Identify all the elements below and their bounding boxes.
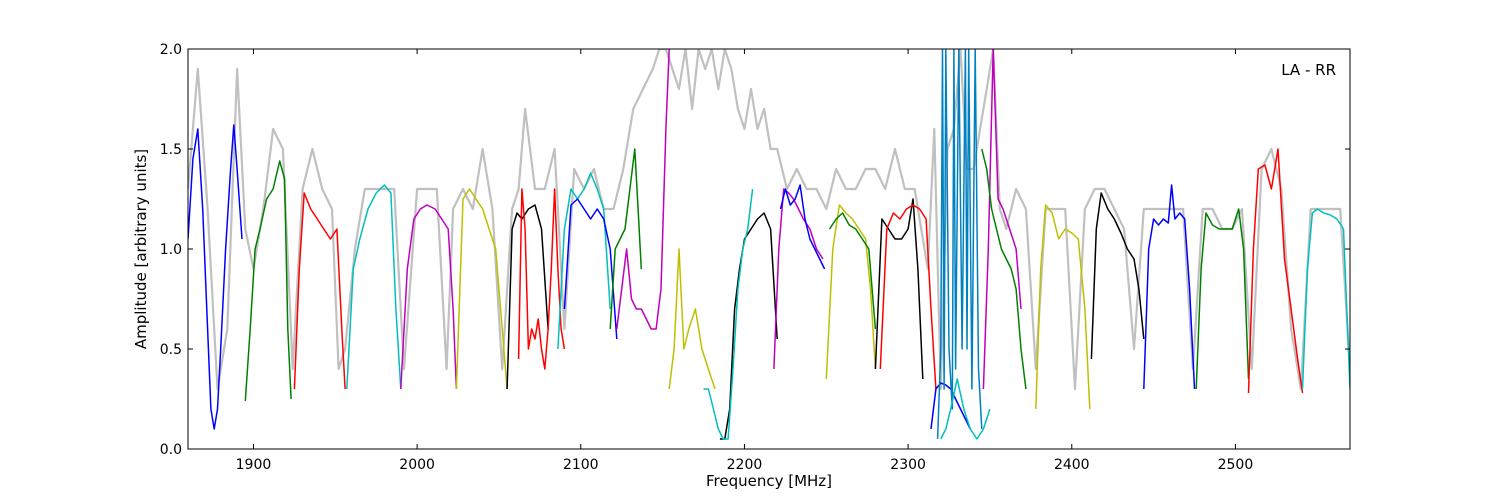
series-line-31: [1247, 148, 1304, 394]
series-line-30: [1195, 208, 1250, 390]
series-line-9: [557, 172, 611, 350]
series-line-5: [400, 204, 458, 390]
x-tick-label: 2200: [727, 457, 763, 473]
x-tick-label: 2300: [890, 457, 926, 473]
series-line-14: [719, 212, 778, 440]
series-line-8: [517, 188, 566, 370]
series-line-15: [703, 188, 754, 440]
y-tick-label: 1.5: [160, 142, 182, 158]
series-line-26: [981, 148, 1027, 390]
y-axis-label: Amplitude [arbitrary units]: [132, 149, 150, 349]
y-tick-label: 0.5: [160, 342, 182, 358]
series-line-7: [506, 204, 549, 390]
x-tick-label: 2000: [399, 457, 435, 473]
chart-annotation: LA - RR: [1281, 61, 1336, 79]
x-axis: 1900 2000 2100 2200 2300 2400 2500: [236, 49, 1254, 473]
series-line-25: [982, 49, 1022, 390]
series-line-13: [668, 248, 716, 390]
series-line-1: [188, 124, 243, 430]
series-line-3: [293, 192, 346, 390]
series-line-20: [874, 198, 924, 380]
series-line-10: [563, 198, 618, 340]
series-line-16: [773, 188, 824, 370]
series-line-4: [346, 184, 402, 390]
y-axis: 0.0 0.5 1.0 1.5 2.0: [160, 42, 1350, 458]
x-axis-label: Frequency [MHz]: [706, 472, 832, 490]
x-tick-label: 2500: [1218, 457, 1254, 473]
plot-area: [188, 49, 1350, 440]
series-line-12: [616, 49, 670, 330]
y-tick-label: 0.0: [160, 442, 182, 458]
series-line-2: [244, 160, 292, 402]
series-line-29: [1143, 184, 1196, 390]
series-line-21: [879, 204, 937, 390]
y-tick-label: 2.0: [160, 42, 182, 58]
x-tick-label: 1900: [236, 457, 272, 473]
series-line-27: [1035, 204, 1091, 410]
series-line-17: [779, 184, 826, 270]
series-line-24: [940, 378, 991, 440]
series-line-23: [936, 49, 983, 440]
series-line-18: [825, 204, 877, 380]
x-tick-label: 2400: [1054, 457, 1090, 473]
series-line-11: [609, 148, 643, 330]
y-tick-label: 1.0: [160, 242, 182, 258]
background-series-line: [188, 49, 1350, 391]
series-line-6: [455, 188, 508, 390]
series-line-32: [1301, 208, 1350, 390]
series-line-28: [1090, 192, 1145, 360]
series-line-19: [828, 212, 877, 330]
x-tick-label: 2100: [563, 457, 599, 473]
plot-frame: [187, 48, 1351, 450]
